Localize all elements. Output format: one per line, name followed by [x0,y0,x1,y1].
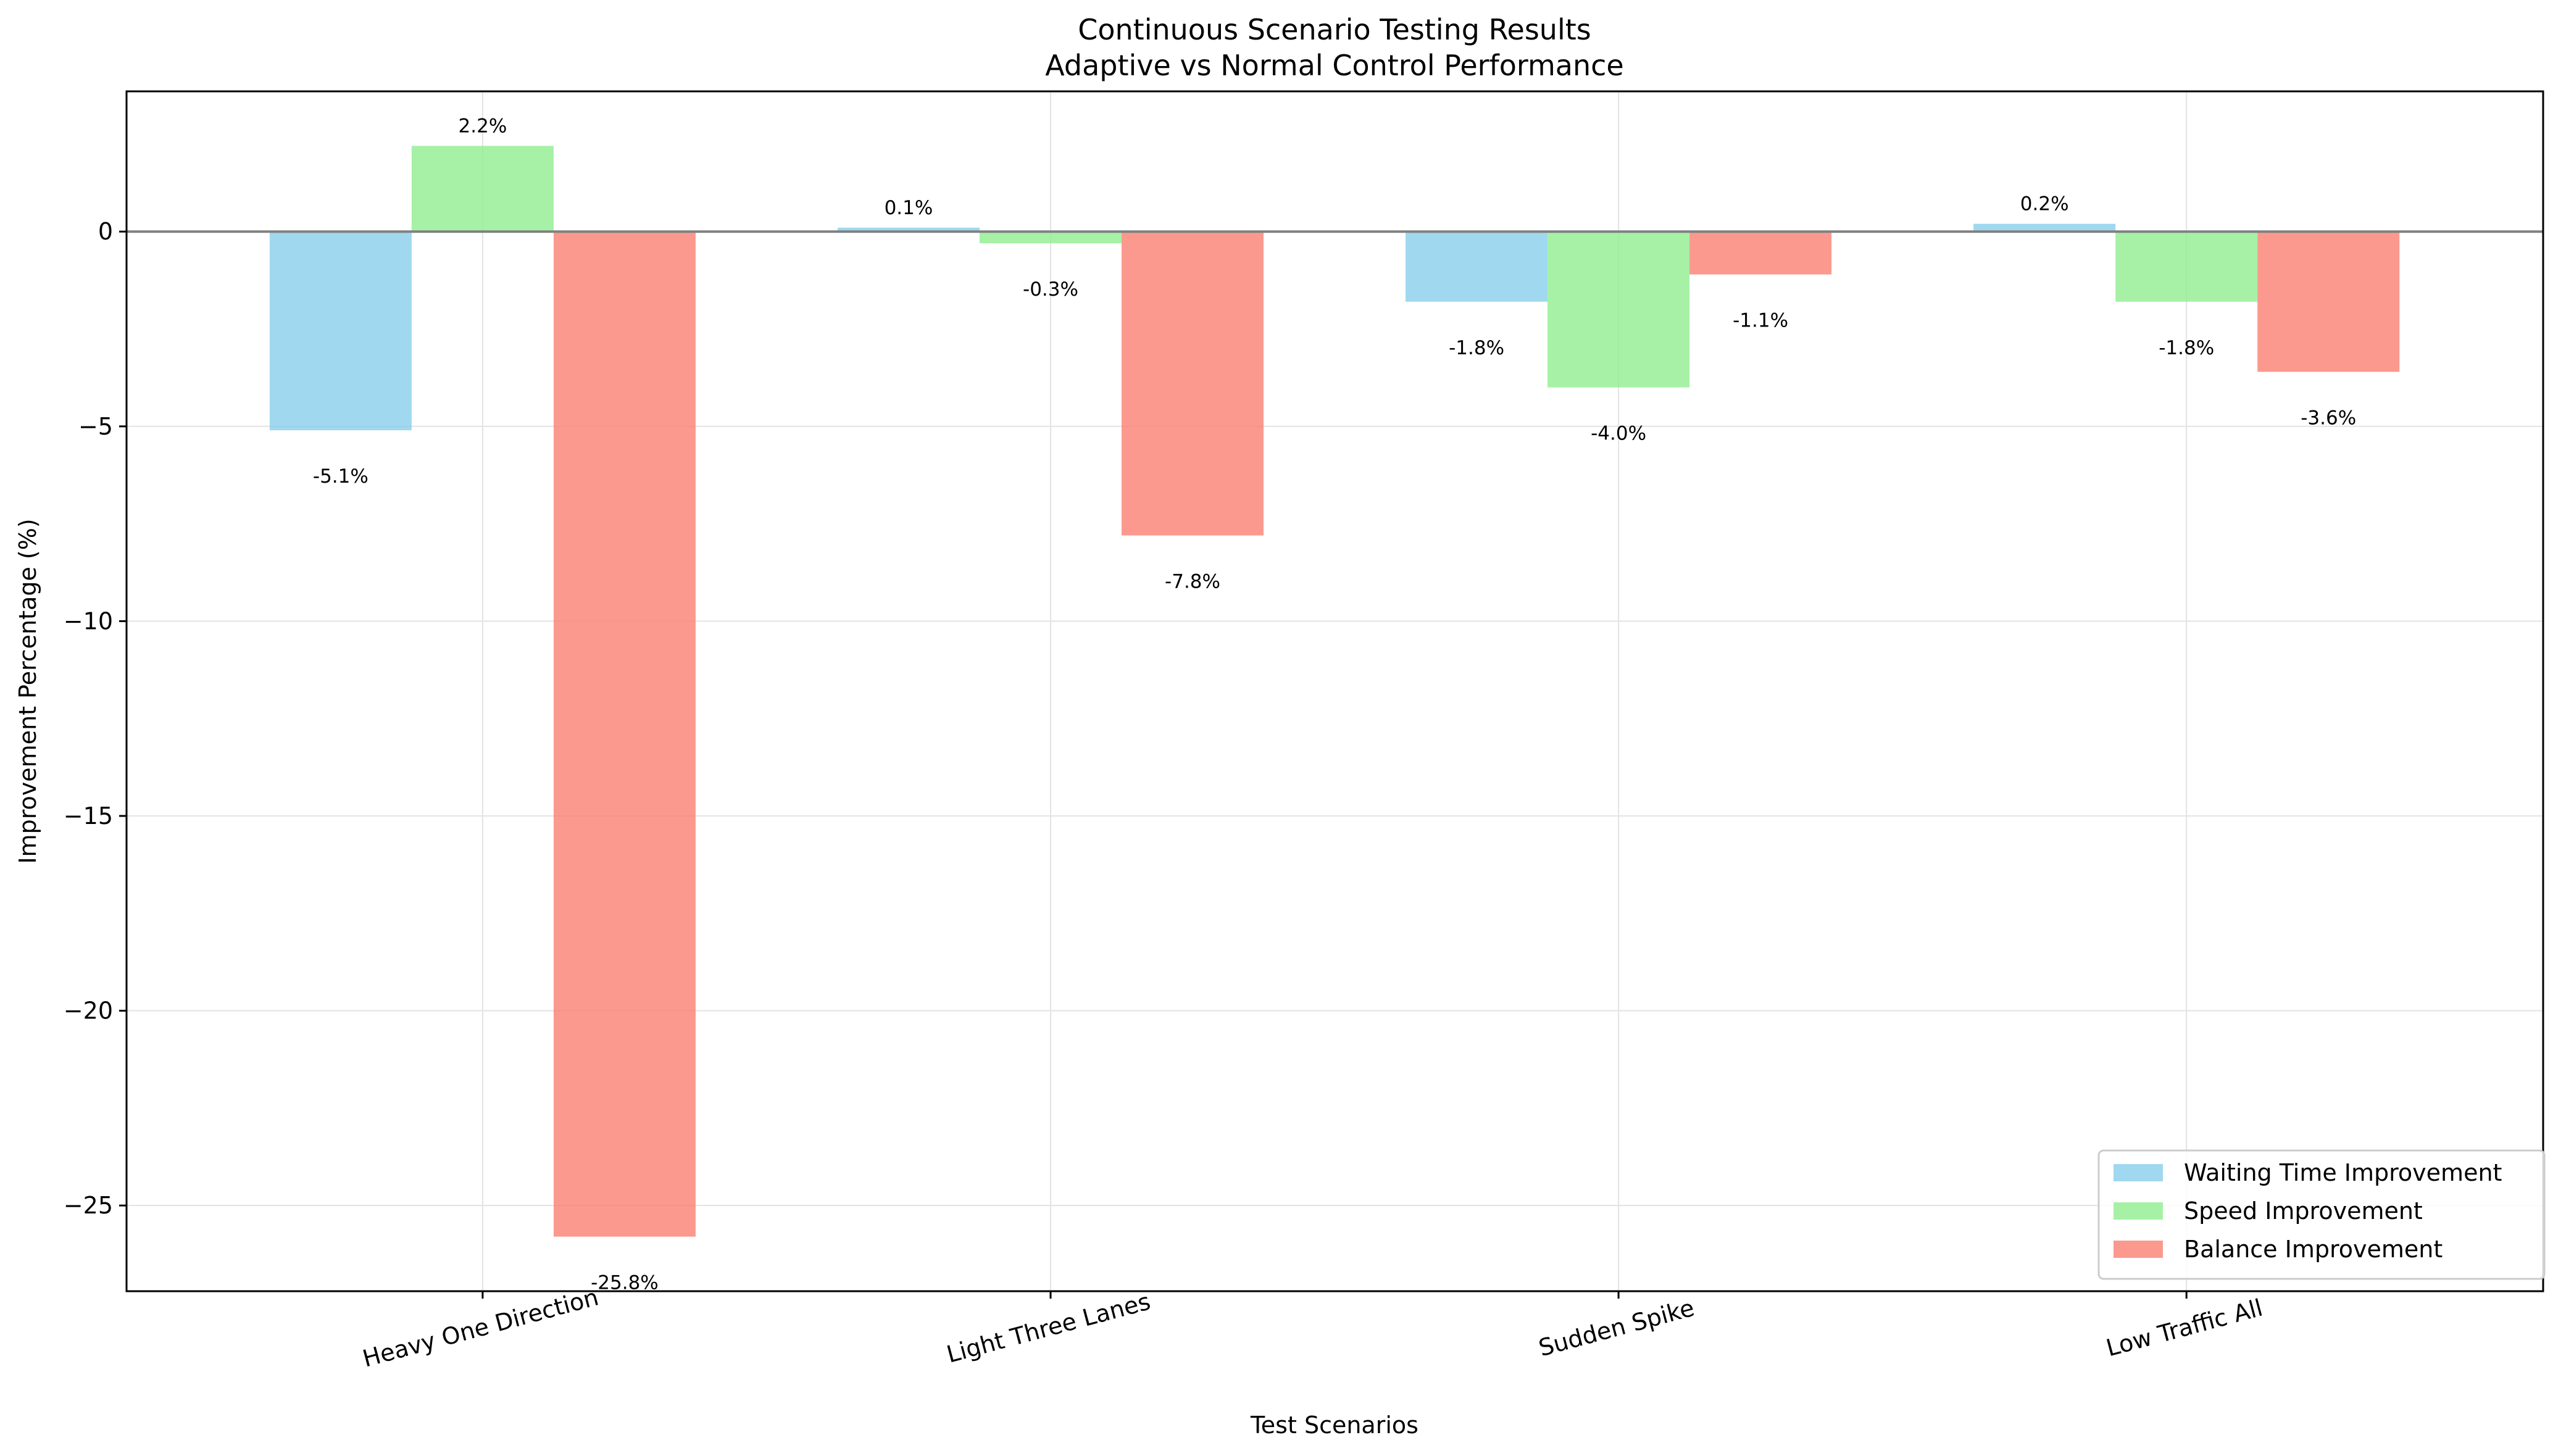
bar-speed-improvement [1547,231,1690,388]
legend: Waiting Time Improvement Speed Improvemen… [2097,1149,2546,1280]
x-axis-label: Test Scenarios [1250,1412,1418,1439]
data-label: -7.8% [1165,571,1220,593]
bar-waiting-time-improvement [1973,223,2116,232]
y-ticks: 0 −5 −10 −15 −20 −25 [64,218,127,1219]
legend-label: Speed Improvement [2184,1197,2423,1225]
data-label: -3.6% [2301,407,2356,429]
bar-waiting-time-improvement [837,227,980,232]
data-label: -1.8% [1449,337,1504,359]
y-tick-label: −15 [64,802,113,830]
chart-subtitle: Adaptive vs Normal Control Performance [1045,49,1623,82]
y-axis-label: Improvement Percentage (%) [14,518,41,863]
data-labels: -5.1%0.1%-1.8%0.2%2.2%-0.3%-4.0%-1.8%-25… [313,115,2356,1294]
data-label: 0.2% [2020,193,2069,215]
legend-label: Waiting Time Improvement [2184,1159,2502,1186]
data-label: 2.2% [459,115,507,137]
y-tick-label: −10 [64,607,113,634]
legend-frame [2097,1149,2546,1280]
data-label: -1.8% [2159,337,2214,359]
bar-balance-improvement [1122,231,1264,536]
data-label: -0.3% [1023,278,1078,301]
bar-waiting-time-improvement [269,231,412,431]
bar-waiting-time-improvement [1406,231,1548,302]
bars [269,146,2400,1237]
data-label: -4.0% [1591,423,1646,445]
bar-balance-improvement [2257,231,2400,372]
plot-frame [125,90,2544,1292]
bar-balance-improvement [1689,231,1832,275]
legend-swatch [2114,1202,2163,1220]
legend-label: Balance Improvement [2184,1236,2443,1263]
chart-title: Continuous Scenario Testing Results [1078,13,1591,46]
bar-balance-improvement [553,231,696,1237]
bar-speed-improvement [411,146,554,232]
bar-speed-improvement [2115,231,2258,302]
data-label: -5.1% [313,465,369,488]
legend-swatch [2114,1241,2163,1258]
data-label: -1.1% [1733,310,1788,332]
legend-swatch [2114,1164,2163,1181]
y-tick-label: −20 [64,997,113,1025]
y-tick-label: −25 [64,1192,113,1219]
y-tick-label: 0 [98,218,113,245]
bar-speed-improvement [979,231,1122,244]
data-label: 0.1% [885,197,933,219]
y-tick-label: −5 [78,413,113,440]
